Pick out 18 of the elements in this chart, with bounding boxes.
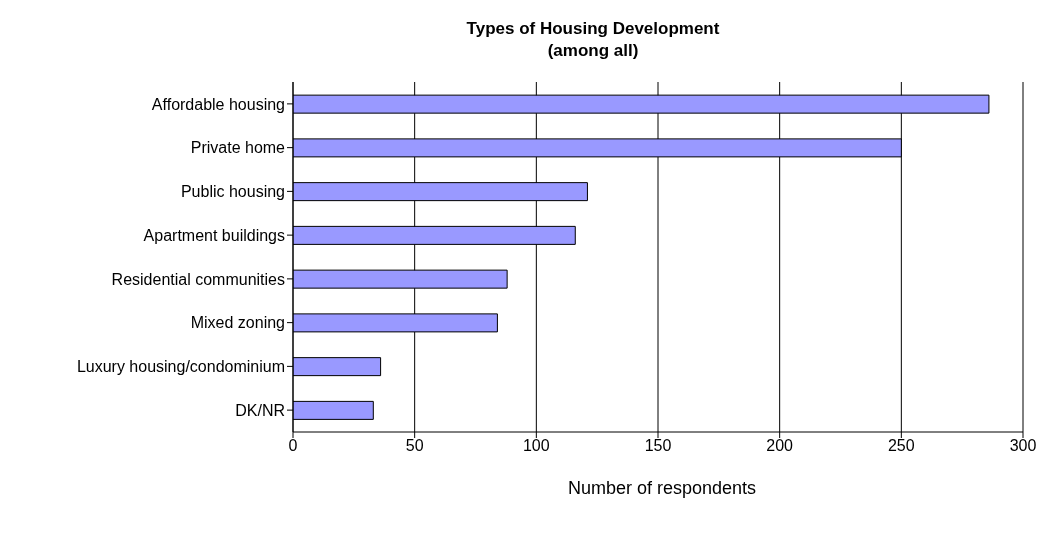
y-tick-label: Apartment buildings: [143, 226, 285, 244]
chart-title: Types of Housing Development: [465, 18, 721, 40]
x-tick-label: 50: [405, 437, 424, 455]
x-axis-title: Number of respondents: [568, 478, 757, 499]
y-tick-label: Public housing: [180, 183, 285, 201]
x-tick-label: 250: [887, 437, 915, 455]
y-tick-label: Luxury housing/condominium: [76, 358, 285, 376]
y-tick-label: Affordable housing: [151, 95, 285, 113]
y-tick-label: DK/NR: [235, 401, 285, 419]
chart-subtitle: (among all): [546, 40, 640, 62]
x-tick-label: 150: [644, 437, 672, 455]
y-tick-label: Mixed zoning: [190, 314, 285, 332]
x-tick-label: 200: [766, 437, 794, 455]
x-tick-label: 300: [1009, 437, 1037, 455]
x-tick-label: 100: [522, 437, 550, 455]
y-tick-label: Private home: [190, 139, 286, 157]
y-tick-label: Residential communities: [111, 270, 285, 288]
x-tick-label: 0: [288, 437, 298, 455]
